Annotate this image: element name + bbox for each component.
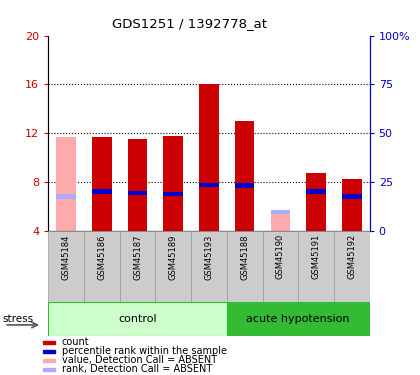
Bar xyxy=(48,302,227,336)
Text: GDS1251 / 1392778_at: GDS1251 / 1392778_at xyxy=(111,17,267,30)
Bar xyxy=(306,189,326,194)
Bar xyxy=(298,231,334,302)
Bar xyxy=(48,231,84,302)
Bar xyxy=(262,231,298,302)
Bar xyxy=(334,231,370,302)
Text: rank, Detection Call = ABSENT: rank, Detection Call = ABSENT xyxy=(62,364,212,375)
Bar xyxy=(84,231,120,302)
Text: GSM45192: GSM45192 xyxy=(347,234,356,279)
Bar xyxy=(235,183,255,188)
Bar xyxy=(92,137,112,231)
Bar xyxy=(163,192,183,196)
Bar xyxy=(191,231,227,302)
Bar xyxy=(92,189,112,194)
Bar xyxy=(342,180,362,231)
Text: acute hypotension: acute hypotension xyxy=(247,314,350,324)
Text: value, Detection Call = ABSENT: value, Detection Call = ABSENT xyxy=(62,356,217,365)
Text: GSM45184: GSM45184 xyxy=(62,234,71,280)
Bar xyxy=(128,139,147,231)
Bar xyxy=(306,173,326,231)
Bar xyxy=(235,121,255,231)
Bar xyxy=(120,231,155,302)
Bar xyxy=(227,302,370,336)
Text: GSM45187: GSM45187 xyxy=(133,234,142,280)
Text: stress: stress xyxy=(2,314,33,324)
Text: percentile rank within the sample: percentile rank within the sample xyxy=(62,346,227,356)
Bar xyxy=(227,231,262,302)
Bar xyxy=(199,183,219,187)
Bar xyxy=(56,194,76,199)
Text: GSM45186: GSM45186 xyxy=(97,234,106,280)
Bar xyxy=(56,137,76,231)
Bar xyxy=(270,210,290,214)
Bar xyxy=(43,341,55,344)
Text: control: control xyxy=(118,314,157,324)
Bar xyxy=(128,191,147,195)
Text: count: count xyxy=(62,338,89,347)
Text: GSM45190: GSM45190 xyxy=(276,234,285,279)
Text: GSM45189: GSM45189 xyxy=(169,234,178,280)
Bar xyxy=(199,84,219,231)
Text: GSM45188: GSM45188 xyxy=(240,234,249,280)
Bar xyxy=(155,231,191,302)
Bar xyxy=(43,368,55,370)
Bar xyxy=(270,210,290,231)
Bar xyxy=(163,136,183,231)
Bar xyxy=(43,359,55,362)
Bar xyxy=(342,194,362,199)
Bar xyxy=(43,350,55,352)
Text: GSM45193: GSM45193 xyxy=(205,234,213,280)
Text: GSM45191: GSM45191 xyxy=(312,234,320,279)
